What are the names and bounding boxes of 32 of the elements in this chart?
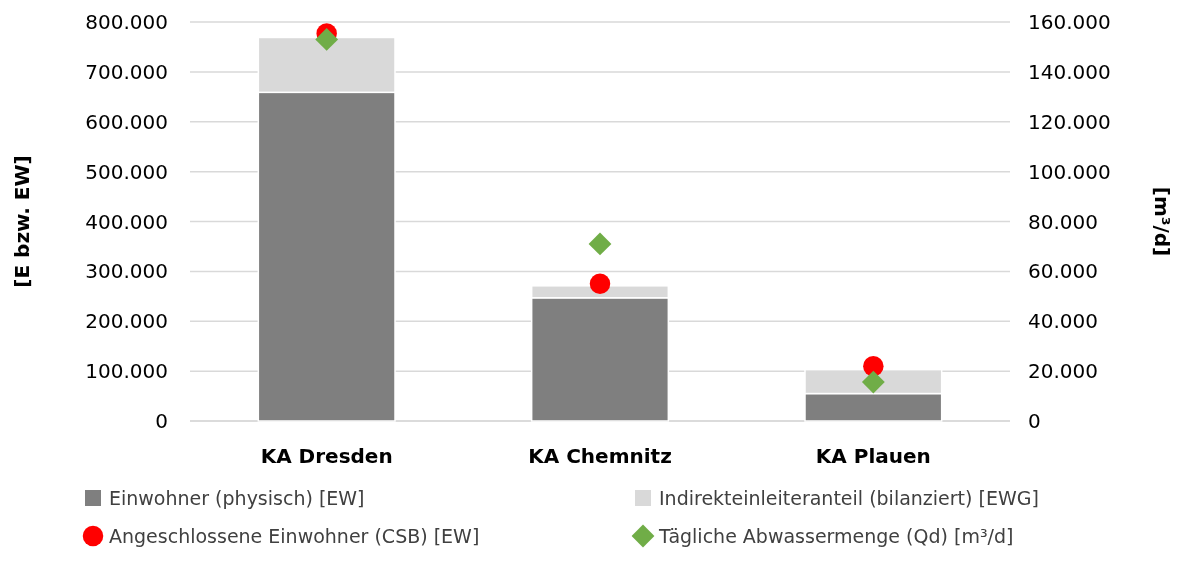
point bbox=[315, 28, 339, 51]
legend-label: Einwohner (physisch) [EW] bbox=[109, 486, 365, 509]
y2-tick-label: 100.000 bbox=[1028, 159, 1111, 184]
y2-tick-label: 60.000 bbox=[1028, 259, 1098, 284]
y-tick-label: 100.000 bbox=[85, 359, 168, 384]
y-axis-title: [E bzw. EW] bbox=[10, 155, 34, 288]
x-tick-label: KA Chemnitz bbox=[528, 444, 672, 468]
legend-label: Indirekteinleiteranteil (bilanziert) [EWG] bbox=[659, 486, 1039, 509]
point bbox=[589, 273, 611, 295]
legend-label: Angeschlossene Einwohner (CSB) [EW] bbox=[109, 524, 480, 547]
y-tick-label: 400.000 bbox=[85, 209, 168, 234]
y-tick-label: 600.000 bbox=[85, 109, 168, 134]
legend-label: Tägliche Abwassermenge (Qd) [m³/d] bbox=[658, 524, 1014, 547]
y2-axis-title: [m³/d] bbox=[1150, 186, 1174, 257]
x-tick-label: KA Dresden bbox=[260, 444, 393, 468]
point bbox=[861, 370, 885, 394]
y-tick-label: 700.000 bbox=[85, 59, 168, 84]
point bbox=[863, 355, 884, 377]
x-tick-label: KA Plauen bbox=[815, 444, 931, 468]
y2-tick-label: 140.000 bbox=[1028, 59, 1111, 84]
y2-tick-label: 80.000 bbox=[1028, 209, 1098, 234]
y-tick-label: 500.000 bbox=[85, 159, 168, 184]
y-tick-label: 200.000 bbox=[85, 309, 168, 334]
y2-tick-label: 0 bbox=[1028, 409, 1041, 433]
y-tick-label: 0 bbox=[155, 409, 168, 433]
y2-tick-label: 40.000 bbox=[1028, 309, 1098, 334]
point bbox=[588, 232, 612, 256]
y-tick-label: 800.000 bbox=[85, 10, 168, 34]
y-tick-label: 300.000 bbox=[85, 259, 168, 284]
y2-tick-label: 20.000 bbox=[1028, 359, 1098, 384]
y2-tick-label: 160.000 bbox=[1028, 10, 1111, 34]
y2-tick-label: 120.000 bbox=[1028, 109, 1111, 134]
